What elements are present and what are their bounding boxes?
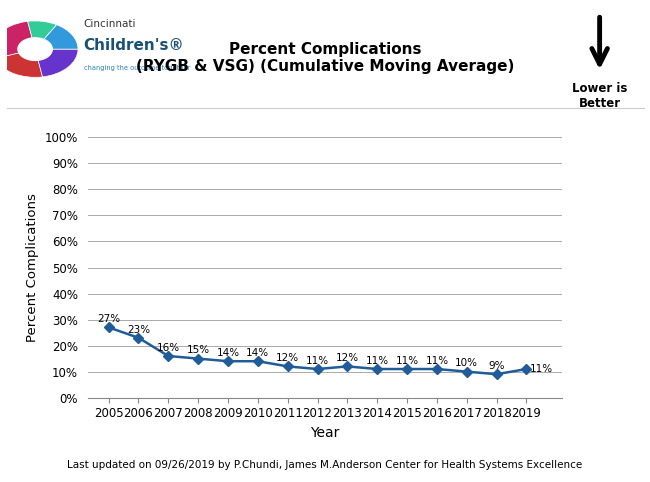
Wedge shape — [28, 21, 57, 49]
Wedge shape — [35, 25, 78, 49]
Text: Lower is
Better: Lower is Better — [572, 82, 627, 110]
Text: Cincinnati: Cincinnati — [84, 19, 136, 29]
Wedge shape — [0, 49, 42, 77]
Text: 27%: 27% — [97, 314, 120, 324]
Text: 15%: 15% — [187, 346, 210, 356]
Wedge shape — [0, 21, 35, 59]
Text: changing the outcome together: changing the outcome together — [84, 65, 190, 71]
Text: 14%: 14% — [246, 348, 269, 358]
Text: Last updated on 09/26/2019 by P.Chundi, James M.Anderson Center for Health Syste: Last updated on 09/26/2019 by P.Chundi, … — [68, 460, 582, 470]
Text: 16%: 16% — [157, 343, 180, 353]
Y-axis label: Percent Complications: Percent Complications — [26, 193, 39, 342]
Text: 14%: 14% — [216, 348, 240, 358]
Text: 10%: 10% — [455, 359, 478, 369]
Text: Children's®: Children's® — [84, 38, 185, 53]
Text: 11%: 11% — [529, 364, 552, 374]
Text: 12%: 12% — [276, 353, 299, 363]
Text: 11%: 11% — [425, 356, 448, 366]
Wedge shape — [35, 49, 78, 77]
Text: 11%: 11% — [306, 356, 329, 366]
Text: Percent Complications
(RYGB & VSG) (Cumulative Moving Average): Percent Complications (RYGB & VSG) (Cumu… — [136, 41, 514, 74]
Text: 11%: 11% — [395, 356, 419, 366]
Text: 11%: 11% — [366, 356, 389, 366]
Text: 23%: 23% — [127, 325, 150, 335]
Text: 9%: 9% — [488, 361, 505, 371]
Circle shape — [18, 38, 52, 60]
X-axis label: Year: Year — [310, 426, 340, 440]
Text: 12%: 12% — [336, 353, 359, 363]
